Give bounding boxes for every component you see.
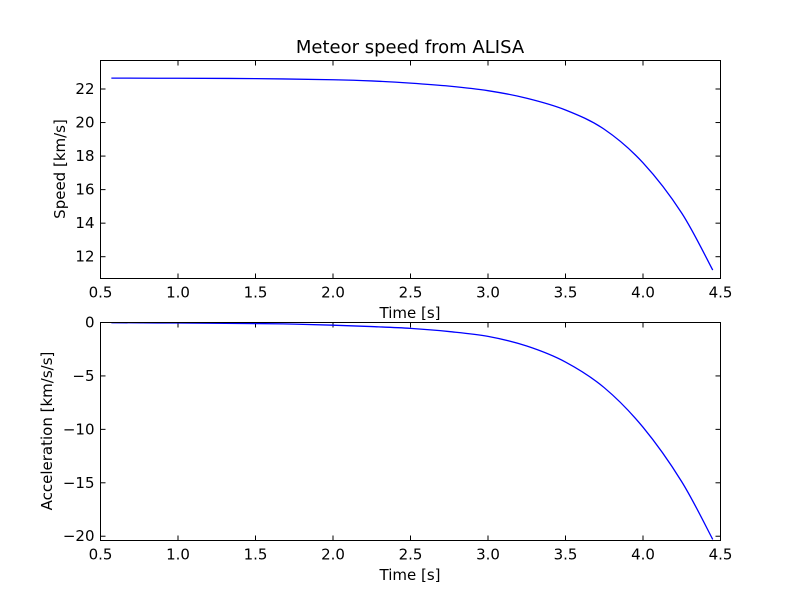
speed-x-tick-label: 0.5 — [89, 284, 113, 302]
acceleration-y-tick-label: −5 — [72, 367, 94, 385]
acceleration-x-tick-label: 1.0 — [166, 546, 190, 564]
acceleration-x-tick-label: 0.5 — [89, 546, 113, 564]
acceleration-y-tick-label: −15 — [63, 474, 95, 492]
speed-plot-area: 0.5 1.0 1.5 2.0 2.5 3.0 3.5 4.0 4.5 12 14 16 18 20 22 — [75, 60, 733, 302]
acceleration-x-tick-label: 4.0 — [631, 546, 655, 564]
speed-x-tick-label: 3.0 — [476, 284, 500, 302]
speed-x-tick-label: 1.5 — [244, 284, 268, 302]
acceleration-series-line — [111, 322, 714, 540]
speed-x-tick-label: 4.0 — [631, 284, 655, 302]
acceleration-y-tick-label: 0 — [85, 314, 95, 332]
speed-series-line — [111, 77, 714, 271]
acceleration-y-axis-label: Acceleration [km/s/s] — [38, 352, 56, 511]
speed-x-tick-label: 1.0 — [166, 284, 190, 302]
speed-chart-title: Meteor speed from ALISA — [296, 37, 525, 58]
acceleration-y-tick-label: −10 — [63, 420, 95, 438]
acceleration-plot-frame — [100, 322, 721, 541]
speed-y-tick-label: 20 — [75, 114, 94, 132]
speed-y-tick-label: 12 — [75, 248, 94, 266]
acceleration-panel: 0.5 1.0 1.5 2.0 2.5 3.0 3.5 4.0 4.50−5−10−15−20 … — [38, 314, 732, 585]
speed-y-tick-label: 18 — [75, 147, 94, 165]
acceleration-x-tick-label: 1.5 — [244, 546, 268, 564]
speed-x-tick-label: 2.0 — [321, 284, 345, 302]
speed-x-tick-label: 2.5 — [399, 284, 423, 302]
speed-x-tick-label: 4.5 — [709, 284, 733, 302]
acceleration-x-tick-label: 3.0 — [476, 546, 500, 564]
speed-plot-frame — [100, 60, 721, 279]
acceleration-x-axis-label: Time [s] — [379, 566, 441, 584]
acceleration-plot-area: 0.5 1.0 1.5 2.0 2.5 3.0 3.5 4.0 4.5 0 −5 −10 −15 −20 — [63, 314, 733, 564]
speed-y-tick-label: 22 — [75, 80, 94, 98]
acceleration-y-tick-label: −20 — [63, 527, 95, 545]
speed-x-axis-label: Time [s] — [379, 304, 441, 322]
acceleration-x-tick-label: 3.5 — [554, 546, 578, 564]
speed-y-tick-label: 14 — [75, 214, 94, 232]
acceleration-x-tick-label: 2.0 — [321, 546, 345, 564]
acceleration-x-tick-label: 4.5 — [709, 546, 733, 564]
acceleration-x-tick-label: 2.5 — [399, 546, 423, 564]
speed-y-axis-label: Speed [km/s] — [51, 119, 69, 219]
speed-panel: Meteor speed from ALISA 0.5 1.0 1.5 2.0 2.5 3… — [51, 37, 732, 322]
speed-y-tick-label: 16 — [75, 181, 94, 199]
speed-x-tick-label: 3.5 — [554, 284, 578, 302]
